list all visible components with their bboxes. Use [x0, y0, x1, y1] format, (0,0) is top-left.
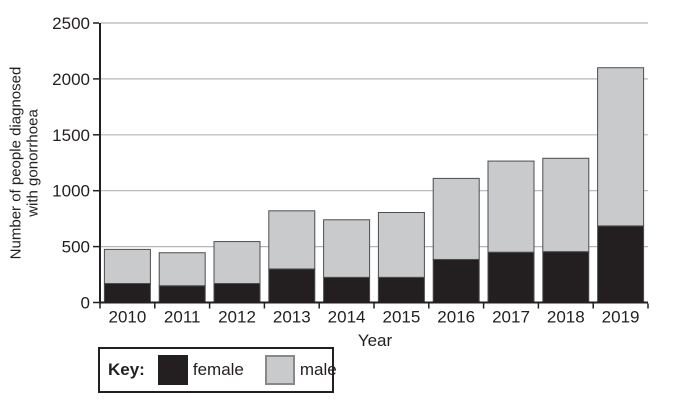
year-label-2016: 2016 [437, 308, 475, 327]
bar-segment-female-2010 [103, 282, 151, 303]
y-tick-label-2500: 2500 [52, 14, 90, 33]
year-label-2010: 2010 [108, 308, 146, 327]
bar-segment-male-2013 [268, 210, 316, 270]
legend-title: Key: [108, 360, 145, 379]
bar-segment-female-2016 [432, 258, 480, 303]
y-tick-label-2000: 2000 [52, 70, 90, 89]
bar-segment-male-2016 [432, 177, 480, 260]
year-label-2017: 2017 [492, 308, 530, 327]
bar-segment-male-2015 [377, 212, 425, 278]
legend-label-male: male [299, 360, 337, 379]
bar-segment-male-2011 [158, 252, 206, 287]
bar-segment-male-2014 [323, 219, 371, 278]
bar-segment-female-2018 [542, 251, 590, 303]
bar-segment-male-2019 [597, 67, 645, 227]
year-label-2018: 2018 [547, 308, 585, 327]
bar-segment-female-2014 [323, 276, 371, 304]
y-tick-label-1000: 1000 [52, 182, 90, 201]
year-label-2015: 2015 [382, 308, 420, 327]
bar-segment-male-2017 [487, 160, 535, 253]
legend: Key: female male [98, 347, 337, 393]
year-label-2011: 2011 [164, 308, 201, 327]
y-tick-label-1500: 1500 [52, 126, 90, 145]
legend-swatch-male [264, 355, 295, 385]
legend-label-female: female [192, 360, 244, 379]
bar-segment-male-2012 [213, 241, 261, 284]
bar-segment-female-2015 [377, 276, 425, 304]
x-axis-title: Year [357, 331, 393, 350]
bar-segment-male-2018 [542, 157, 590, 253]
legend-swatch-female [157, 355, 188, 385]
y-tick-label-0: 0 [81, 294, 90, 313]
y-axis-title: Number of people diagnosed with gonorrho… [7, 66, 42, 260]
year-label-2012: 2012 [218, 308, 256, 327]
bar-segment-female-2017 [487, 251, 535, 304]
y-tick-label-500: 500 [62, 238, 90, 257]
year-label-2013: 2013 [273, 308, 311, 327]
bar-segment-female-2019 [597, 225, 645, 304]
bar-segment-female-2011 [158, 285, 206, 304]
year-label-2019: 2019 [602, 308, 640, 327]
bar-segment-male-2010 [103, 248, 151, 284]
year-label-2014: 2014 [328, 308, 366, 327]
bar-segment-female-2013 [268, 268, 316, 303]
bar-segment-female-2012 [213, 282, 261, 303]
